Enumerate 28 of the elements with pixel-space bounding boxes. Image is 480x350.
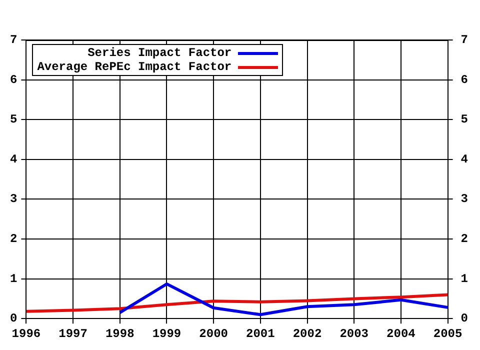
y2-tick-label: 1 bbox=[460, 272, 468, 286]
x-tick-label: 2005 bbox=[433, 326, 462, 341]
y-tick-label: 2 bbox=[10, 232, 18, 246]
legend-label: Series Impact Factor bbox=[88, 46, 232, 60]
x-tick-label: 1997 bbox=[58, 326, 88, 341]
y-tick-label: 1 bbox=[10, 272, 18, 286]
y-tick-label: 6 bbox=[10, 72, 18, 87]
y-tick-label: 4 bbox=[10, 152, 18, 166]
y-tick-label: 7 bbox=[10, 33, 18, 48]
y2-tick-label: 4 bbox=[460, 152, 468, 166]
y2-tick-label: 7 bbox=[460, 33, 468, 48]
legend-label: Average RePEc Impact Factor bbox=[37, 60, 232, 74]
y2-tick-label: 3 bbox=[460, 192, 468, 206]
x-tick-label: 2003 bbox=[340, 326, 369, 341]
x-tick-label: 2000 bbox=[199, 326, 228, 341]
y-tick-label: 5 bbox=[10, 112, 18, 127]
x-tick-label: 1998 bbox=[105, 326, 134, 341]
x-tick-label: 2002 bbox=[292, 326, 322, 341]
x-tick-label: 2004 bbox=[386, 326, 416, 341]
y2-tick-label: 6 bbox=[460, 72, 468, 87]
x-tick-label: 1999 bbox=[152, 326, 182, 341]
y2-tick-label: 5 bbox=[460, 112, 468, 127]
x-tick-label: 1996 bbox=[12, 326, 41, 341]
y-tick-label: 0 bbox=[10, 312, 18, 326]
y-tick-label: 3 bbox=[10, 192, 18, 206]
y2-tick-label: 0 bbox=[460, 312, 468, 326]
x-tick-label: 2001 bbox=[246, 326, 275, 341]
y2-tick-label: 2 bbox=[460, 232, 468, 246]
